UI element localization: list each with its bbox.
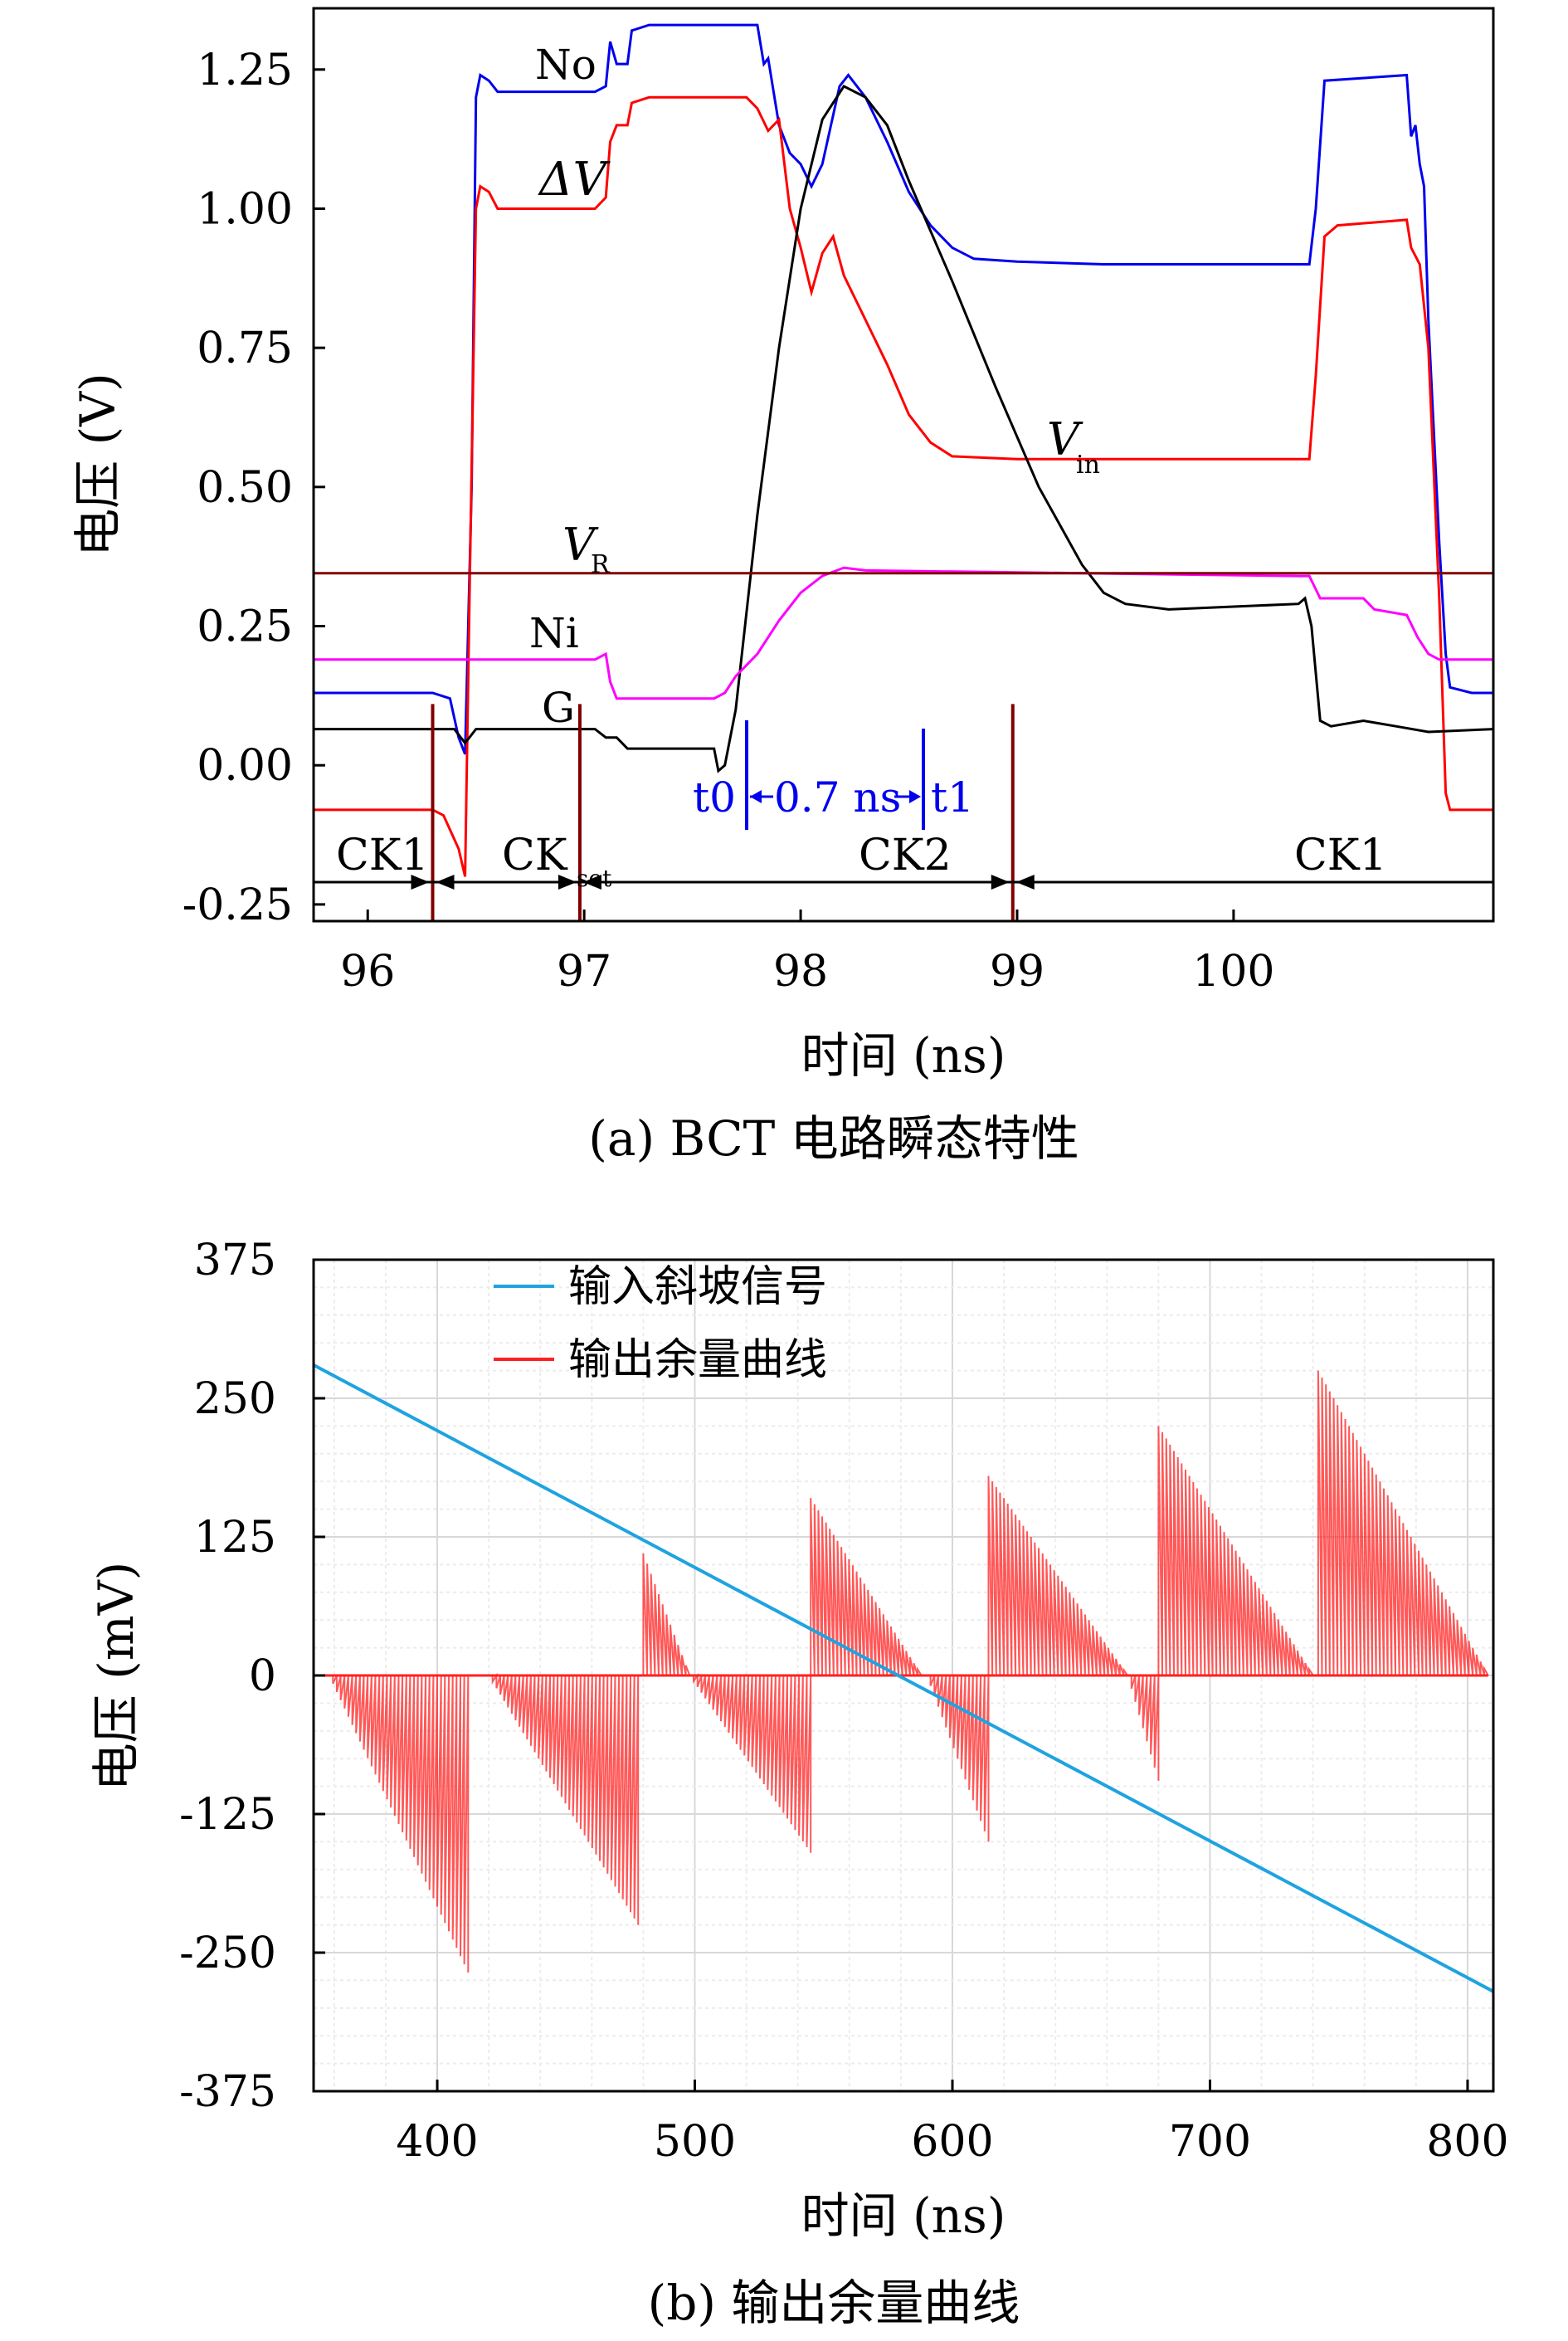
series-line-3 [314, 566, 1493, 700]
b-xtick-label-3: 700 [1169, 2117, 1251, 2167]
chart-b-caption: (b) 输出余量曲线 [648, 2275, 1020, 2331]
interval-arrowhead-right [909, 790, 921, 803]
chart-a-ylabel: 电压 (V) [70, 373, 126, 557]
residue-segment-5 [926, 1675, 990, 1842]
chart-a-clock-markers [314, 704, 1493, 921]
interval-label: 0.7 ns [774, 773, 901, 822]
chart-b-xticks: 400 500 600 700 800 [396, 2080, 1509, 2167]
t1-label: t1 [931, 773, 974, 822]
ytick-label-2: 0.25 [197, 602, 293, 652]
residue-segment-3 [689, 1672, 812, 1853]
residue-segment-9 [1317, 1370, 1489, 1676]
residue-segment-0 [329, 1675, 470, 1973]
interval-arrowhead-left [750, 790, 762, 803]
chart-b-legend: 输入斜坡信号 输出余量曲线 [494, 1262, 827, 1385]
chart-a-xlabel: 时间 (ns) [801, 1027, 1006, 1084]
chart-b-yticks: -375 -250 -125 0 125 250 375 [179, 1236, 325, 2117]
label-vin-sub: in [1076, 451, 1100, 480]
b-ytick-label-4: 125 [194, 1513, 276, 1563]
label-no: No [535, 41, 597, 89]
chart-b-ylabel: 电压 (mV) [88, 1562, 144, 1792]
xtick-label-2: 98 [773, 947, 828, 997]
ytick-label-4: 0.75 [197, 324, 293, 373]
ramp-line [313, 1363, 1494, 1993]
label-vr: V [562, 519, 599, 571]
ytick-label-0: -0.25 [183, 880, 293, 930]
series-line-0 [314, 23, 1493, 755]
chart-a-series [314, 23, 1494, 877]
ckset-label: CK [502, 831, 568, 880]
clock-arrowhead-2 [558, 875, 577, 890]
residue-segment-2 [642, 1553, 691, 1676]
clock-arrowhead-4 [991, 875, 1010, 890]
xtick-label-1: 97 [557, 947, 611, 997]
chart-b: 400 500 600 700 800 -375 -250 -125 0 125 250 375 输… [88, 1236, 1509, 2331]
label-vr-sub: R [591, 550, 611, 579]
clock-arrowhead-5 [1015, 875, 1035, 890]
ck1-left-label: CK1 [336, 831, 429, 880]
chart-a-caption: (a) BCT 电路瞬态特性 [588, 1110, 1079, 1167]
residue-segment-4 [810, 1498, 923, 1676]
legend-label-ramp: 输入斜坡信号 [568, 1262, 827, 1312]
chart-a-yticks: -0.25 0.00 0.25 0.50 0.75 1.00 1.25 [183, 46, 325, 930]
series-line-2 [314, 84, 1494, 773]
chart-a-xticks: 96 97 98 99 100 [340, 910, 1275, 997]
residue-segment-1 [489, 1672, 640, 1925]
series-line-1 [314, 95, 1493, 877]
clock-arrowhead-0 [411, 875, 430, 890]
ytick-label-1: 0.00 [197, 741, 293, 791]
label-g: G [542, 684, 575, 732]
legend-label-residue: 输出余量曲线 [568, 1335, 827, 1385]
b-xtick-label-0: 400 [396, 2117, 478, 2167]
ck2-label: CK2 [859, 831, 952, 880]
residue-segment-7 [1127, 1675, 1160, 1781]
b-ytick-label-5: 250 [194, 1374, 276, 1424]
residue-segment-8 [1157, 1426, 1314, 1676]
b-xtick-label-1: 500 [654, 2117, 736, 2167]
clock-arrowhead-1 [436, 875, 455, 890]
b-ytick-label-6: 375 [194, 1236, 276, 1285]
b-xtick-label-2: 600 [911, 2117, 993, 2167]
chart-b-series [313, 1363, 1494, 1993]
b-ytick-label-1: -250 [179, 1929, 276, 1978]
b-xtick-label-4: 800 [1426, 2117, 1508, 2167]
xtick-label-3: 99 [990, 947, 1045, 997]
b-ytick-label-2: -125 [179, 1790, 276, 1840]
ck1-right-label: CK1 [1294, 831, 1387, 880]
xtick-label-4: 100 [1192, 947, 1274, 997]
label-vin: V [1047, 413, 1083, 466]
chart-a-frame [312, 7, 1495, 923]
ytick-label-6: 1.25 [197, 46, 293, 95]
t0-label: t0 [693, 773, 736, 822]
xtick-label-0: 96 [340, 947, 395, 997]
label-delta-v: ΔV [538, 153, 611, 207]
label-ni: Ni [529, 609, 579, 657]
ytick-label-3: 0.50 [197, 463, 293, 513]
b-ytick-label-3: 0 [249, 1651, 276, 1701]
chart-b-xlabel: 时间 (ns) [801, 2187, 1006, 2244]
chart-a: 96 97 98 99 100 -0.25 0.00 0.25 0.50 0.75 1.00 1.2… [70, 7, 1495, 1167]
clock-arrowhead-3 [582, 875, 601, 890]
ckset-sub: set [577, 865, 612, 892]
ytick-label-5: 1.00 [197, 184, 293, 234]
b-ytick-label-0: -375 [179, 2067, 276, 2117]
